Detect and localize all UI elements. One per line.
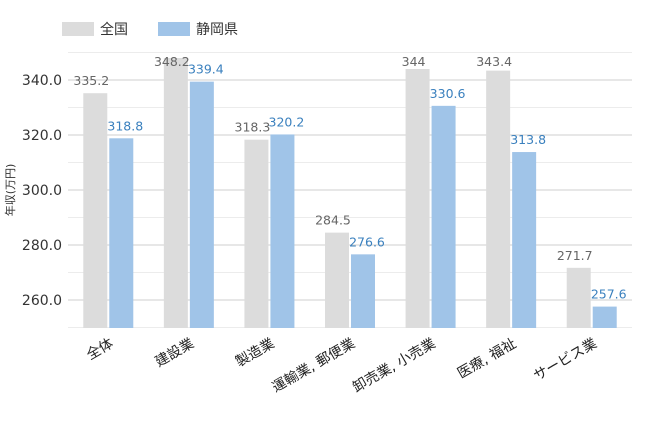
bar-shizuoka bbox=[351, 254, 375, 328]
bar-shizuoka bbox=[592, 306, 617, 328]
y-tick-label: 280.0 bbox=[22, 238, 62, 254]
data-label-national: 343.4 bbox=[476, 54, 512, 69]
bar-national bbox=[486, 70, 511, 329]
data-label-national: 344 bbox=[402, 54, 426, 69]
bar-shizuoka bbox=[109, 138, 134, 328]
x-tick-label: 医療, 福祉 bbox=[454, 335, 519, 382]
x-tick-label: 建設業 bbox=[152, 336, 196, 371]
legend-item-national[interactable]: 全国 bbox=[62, 19, 128, 39]
bar-national bbox=[163, 58, 188, 328]
data-label-national: 271.7 bbox=[557, 248, 593, 263]
legend: 全国 静岡県 bbox=[62, 19, 268, 39]
y-tick-label: 320.0 bbox=[22, 128, 62, 144]
x-tick-label: 製造業 bbox=[233, 336, 277, 371]
bar-shizuoka bbox=[270, 134, 295, 328]
x-tick-label: 卸売業, 小売業 bbox=[350, 336, 438, 396]
bar-national bbox=[325, 232, 349, 328]
data-label-national: 335.2 bbox=[73, 73, 109, 88]
data-label-shizuoka: 276.6 bbox=[349, 234, 385, 249]
bar-shizuoka bbox=[431, 105, 456, 328]
bar-national bbox=[83, 93, 108, 328]
x-tick-label: 全体 bbox=[84, 335, 117, 364]
y-axis-label: 年収(万円) bbox=[3, 164, 17, 217]
legend-label-shizuoka: 静岡県 bbox=[196, 22, 238, 38]
y-tick-label: 260.0 bbox=[22, 293, 62, 309]
data-label-shizuoka: 257.6 bbox=[591, 287, 627, 302]
data-label-shizuoka: 330.6 bbox=[430, 86, 466, 101]
bar-national bbox=[244, 139, 269, 328]
x-tick-label: サービス業 bbox=[531, 336, 600, 385]
legend-item-shizuoka[interactable]: 静岡県 bbox=[158, 19, 238, 39]
y-tick-label: 340.0 bbox=[22, 73, 62, 89]
data-label-national: 284.5 bbox=[315, 213, 351, 228]
bar-national bbox=[405, 69, 430, 328]
data-label-shizuoka: 318.8 bbox=[107, 118, 143, 133]
x-tick-label: 運輸業, 郵便業 bbox=[270, 336, 358, 396]
legend-swatch-shizuoka bbox=[158, 22, 190, 36]
legend-label-national: 全国 bbox=[100, 22, 128, 38]
data-label-shizuoka: 339.4 bbox=[188, 62, 224, 77]
data-label-shizuoka: 313.8 bbox=[510, 132, 546, 147]
data-label-national: 348.2 bbox=[154, 54, 190, 69]
bar-shizuoka bbox=[189, 81, 214, 329]
data-label-shizuoka: 320.2 bbox=[269, 114, 305, 129]
bar-shizuoka bbox=[512, 152, 537, 328]
bar-national bbox=[566, 267, 591, 328]
legend-swatch-national bbox=[62, 22, 94, 36]
y-tick-label: 300.0 bbox=[22, 183, 62, 199]
data-label-national: 318.3 bbox=[235, 120, 271, 135]
